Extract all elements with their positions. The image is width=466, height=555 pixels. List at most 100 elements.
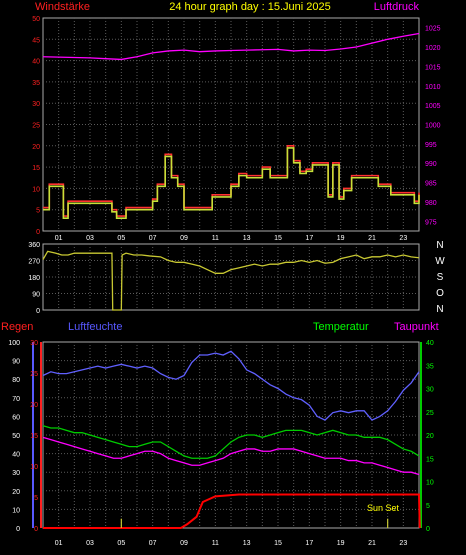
- hour-tick-label: 07: [149, 235, 157, 242]
- hour-tick-label: 21: [368, 540, 376, 547]
- rain-tick-label: 60: [12, 414, 20, 421]
- hour-tick-label: 03: [86, 540, 94, 547]
- temperature-tick-label: 0: [426, 526, 430, 533]
- compass-label: N: [436, 304, 443, 315]
- hour-tick-label: 01: [55, 540, 63, 547]
- direction-tick-label: 180: [28, 275, 40, 282]
- humidity-tick-label: 15: [30, 433, 38, 440]
- hour-tick-label: 17: [305, 540, 313, 547]
- wind-tick-label: 5: [36, 208, 40, 215]
- rain-tick-label: 30: [12, 470, 20, 477]
- hour-tick-label: 21: [368, 235, 376, 242]
- pressure-axis-title: Luftdruck: [374, 1, 420, 13]
- pressure-tick-label: 1025: [425, 26, 441, 33]
- wind-tick-label: 30: [32, 101, 40, 108]
- hour-tick-label: 15: [274, 235, 282, 242]
- pressure-axis: 1025 1020 1015 1010 1005 1000 995 990 985 980 975: [425, 26, 441, 227]
- temperature-tick-label: 5: [426, 503, 430, 510]
- humidity-tick-label: 0: [34, 526, 38, 533]
- temperature-tick-label: 10: [426, 480, 434, 487]
- temperature-tick-label: 40: [426, 340, 434, 347]
- wind-axis-title: Windstärke: [35, 1, 90, 13]
- rain-tick-label: 20: [12, 489, 20, 496]
- pressure-tick-label: 995: [425, 142, 437, 149]
- temperature-axis: 40 35 30 25 20 15 10 5 0: [426, 340, 434, 533]
- pressure-tick-label: 1000: [425, 123, 441, 130]
- hour-tick-label: 19: [337, 540, 345, 547]
- pressure-tick-label: 1005: [425, 103, 441, 110]
- wind-tick-label: 10: [32, 186, 40, 193]
- hour-axis-bottom: 01 03 05 07 09 11 13 15 17 19 21 23: [55, 540, 408, 547]
- rain-line: [43, 493, 421, 529]
- pressure-tick-label: 1015: [425, 64, 441, 71]
- hour-tick-label: 13: [243, 540, 251, 547]
- wind-tick-label: 45: [32, 37, 40, 44]
- wind-tick-label: 15: [32, 165, 40, 172]
- wind-direction-series: [42, 250, 420, 311]
- pressure-tick-label: 985: [425, 181, 437, 188]
- direction-tick-label: 270: [28, 259, 40, 266]
- pressure-line: [42, 32, 420, 61]
- rain-tick-label: 70: [12, 396, 20, 403]
- climate-grid: [43, 342, 419, 528]
- compass-label: W: [435, 256, 445, 267]
- compass-label: O: [436, 288, 444, 299]
- wind-tick-label: 25: [32, 123, 40, 130]
- rain-tick-label: 40: [12, 452, 20, 459]
- hour-tick-label: 09: [180, 235, 188, 242]
- wind-pressure-series: [42, 32, 420, 220]
- temperature-tick-label: 25: [426, 410, 434, 417]
- rain-tick-label: 80: [12, 377, 20, 384]
- sunset-label: Sun Set: [367, 503, 400, 513]
- pressure-tick-label: 1010: [425, 84, 441, 91]
- humidity-tick-label: 20: [30, 402, 38, 409]
- pressure-tick-label: 975: [425, 219, 437, 226]
- rain-tick-label: 0: [16, 526, 20, 533]
- pressure-tick-label: 990: [425, 161, 437, 168]
- wind-tick-label: 40: [32, 59, 40, 66]
- direction-tick-label: 90: [32, 292, 40, 299]
- rain-tick-label: 50: [12, 433, 20, 440]
- wind-tick-label: 0: [36, 229, 40, 236]
- hour-axis-top: 01 03 05 07 09 11 13 15 17 19 21 23: [55, 235, 408, 242]
- humidity-label: Luftfeuchte: [68, 321, 122, 333]
- humidity-tick-label: 25: [30, 371, 38, 378]
- hour-tick-label: 11: [212, 540, 219, 547]
- hour-tick-label: 03: [86, 235, 94, 242]
- hour-tick-label: 17: [305, 235, 313, 242]
- chart-title: 24 hour graph day : 15.Juni 2025: [169, 1, 330, 13]
- temperature-tick-label: 20: [426, 433, 434, 440]
- rain-label: Regen: [1, 321, 33, 333]
- temperature-tick-label: 35: [426, 363, 434, 370]
- hour-tick-label: 23: [399, 235, 407, 242]
- rain-tick-label: 90: [12, 359, 20, 366]
- compass-label: S: [437, 272, 444, 283]
- climate-series: [42, 350, 421, 529]
- hour-tick-label: 19: [337, 235, 345, 242]
- temperature-tick-label: 15: [426, 456, 434, 463]
- temperature-label: Temperatur: [313, 321, 369, 333]
- wind-tick-label: 20: [32, 144, 40, 151]
- wind-direction-grid: [43, 244, 419, 310]
- hour-tick-label: 09: [180, 540, 188, 547]
- compass-label: N: [436, 240, 443, 251]
- hour-tick-label: 05: [117, 235, 125, 242]
- rain-tick-label: 10: [12, 507, 20, 514]
- direction-tick-label: 0: [36, 308, 40, 315]
- dewpoint-label: Taupunkt: [394, 321, 439, 333]
- temperature-line: [42, 425, 420, 459]
- pressure-tick-label: 980: [425, 200, 437, 207]
- hour-tick-label: 07: [149, 540, 157, 547]
- humidity-tick-label: 5: [34, 495, 38, 502]
- dewpoint-line: [42, 436, 420, 476]
- hour-tick-label: 11: [212, 235, 219, 242]
- direction-axis: 360 270 180 90 0: [28, 242, 40, 315]
- temperature-tick-label: 30: [426, 387, 434, 394]
- hour-tick-label: 13: [243, 235, 251, 242]
- hour-tick-label: 05: [117, 540, 125, 547]
- wind-tick-label: 50: [32, 16, 40, 23]
